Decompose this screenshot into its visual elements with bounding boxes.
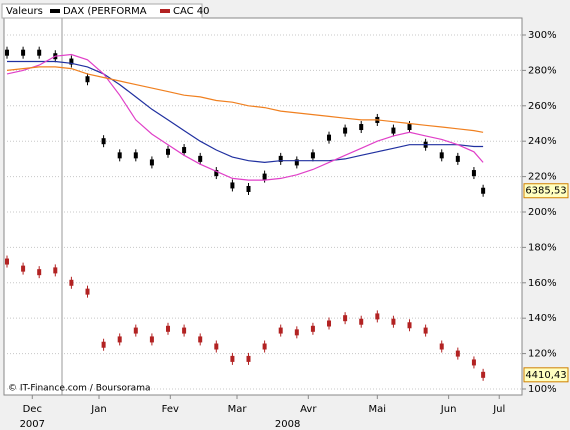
candle-body bbox=[262, 173, 267, 180]
candle-body bbox=[133, 327, 138, 334]
x-tick-label: Jun bbox=[440, 404, 457, 415]
candle-body bbox=[343, 127, 348, 134]
x-tick-label: Fev bbox=[162, 404, 179, 415]
legend-title: Valeurs bbox=[6, 6, 43, 17]
candle-body bbox=[166, 325, 171, 332]
candle-body bbox=[230, 182, 235, 189]
last-value-box bbox=[523, 367, 569, 383]
last-value-label: 6385,53 bbox=[525, 186, 566, 197]
moving-average bbox=[6, 53, 484, 181]
candle-body bbox=[53, 267, 58, 274]
candle-body bbox=[262, 343, 267, 350]
candle-body bbox=[278, 327, 283, 334]
year-label: 2007 bbox=[20, 419, 45, 430]
candle-body bbox=[481, 187, 486, 194]
candle-body bbox=[37, 269, 42, 276]
y-tick-label: 160% bbox=[528, 278, 557, 289]
candle-body bbox=[37, 49, 42, 56]
y-tick-label: 100% bbox=[528, 384, 557, 395]
y-tick-label: 180% bbox=[528, 242, 557, 253]
candle-body bbox=[85, 76, 90, 83]
candle-body bbox=[166, 148, 171, 155]
candle-body bbox=[198, 336, 203, 343]
candle-body bbox=[117, 152, 122, 159]
candle-body bbox=[327, 134, 332, 141]
legend-entry: DAX (PERFORMA bbox=[63, 6, 147, 17]
footer: © IT-Finance.com / Boursorama bbox=[8, 384, 150, 394]
candle-body bbox=[455, 350, 460, 357]
x-tick-label: Jan bbox=[90, 404, 106, 415]
candle-body bbox=[246, 355, 251, 362]
year-label: 2008 bbox=[275, 419, 300, 430]
y-tick-label: 240% bbox=[528, 136, 557, 147]
legend-swatch bbox=[160, 9, 170, 13]
candle-body bbox=[310, 152, 315, 159]
candle-body bbox=[230, 355, 235, 362]
last-value-label: 4410,43 bbox=[525, 370, 566, 381]
candle-body bbox=[278, 155, 283, 162]
x-tick-label: Mai bbox=[369, 404, 387, 415]
candle-body bbox=[4, 49, 9, 56]
candle-body bbox=[4, 258, 9, 265]
x-tick-label: Jul bbox=[492, 404, 505, 415]
moving-average bbox=[6, 66, 484, 133]
candle-body bbox=[117, 336, 122, 343]
candle-body bbox=[214, 170, 219, 177]
candle-body bbox=[182, 147, 187, 154]
candle-body bbox=[310, 325, 315, 332]
candle-body bbox=[439, 152, 444, 159]
x-tick-label: Mar bbox=[228, 404, 248, 415]
candle-body bbox=[391, 127, 396, 134]
candle-body bbox=[423, 327, 428, 334]
candle-body bbox=[375, 313, 380, 320]
candle-body bbox=[246, 185, 251, 192]
candle-body bbox=[471, 359, 476, 366]
candle-body bbox=[481, 371, 486, 378]
candle-body bbox=[69, 58, 74, 65]
x-tick-label: Avr bbox=[300, 404, 317, 415]
candle-body bbox=[149, 336, 154, 343]
candle-body bbox=[407, 322, 412, 329]
candle-body bbox=[359, 124, 364, 131]
candle-body bbox=[198, 155, 203, 162]
moving-average bbox=[7, 60, 484, 164]
y-tick-label: 200% bbox=[528, 207, 557, 218]
candle-body bbox=[359, 318, 364, 325]
candle-body bbox=[294, 159, 299, 166]
candle-body bbox=[455, 155, 460, 162]
candle-body bbox=[69, 279, 74, 286]
candle-body bbox=[149, 159, 154, 166]
candle-body bbox=[182, 327, 187, 334]
candle-body bbox=[327, 320, 332, 327]
x-tick-label: Dec bbox=[23, 404, 42, 415]
y-tick-label: 280% bbox=[528, 65, 557, 76]
candle-body bbox=[101, 138, 106, 145]
candle-body bbox=[85, 288, 90, 295]
legend-entry: CAC 40 bbox=[173, 6, 210, 17]
candle-body bbox=[439, 343, 444, 350]
candle-body bbox=[391, 318, 396, 325]
y-tick-label: 140% bbox=[528, 313, 557, 324]
y-tick-label: 300% bbox=[528, 30, 557, 41]
y-tick-label: 220% bbox=[528, 172, 557, 183]
plot-area bbox=[3, 17, 523, 396]
candle-body bbox=[407, 124, 412, 131]
candle-body bbox=[101, 341, 106, 348]
y-tick-label: 260% bbox=[528, 101, 557, 112]
candle-body bbox=[133, 152, 138, 159]
candle-body bbox=[343, 315, 348, 322]
legend-swatch bbox=[50, 9, 60, 13]
candle-body bbox=[21, 265, 26, 272]
candle-body bbox=[214, 343, 219, 350]
last-value-box bbox=[523, 183, 569, 199]
candle-body bbox=[471, 170, 476, 177]
y-tick-label: 120% bbox=[528, 349, 557, 360]
candle-body bbox=[294, 329, 299, 336]
legend bbox=[1, 3, 203, 19]
candle-body bbox=[21, 49, 26, 56]
